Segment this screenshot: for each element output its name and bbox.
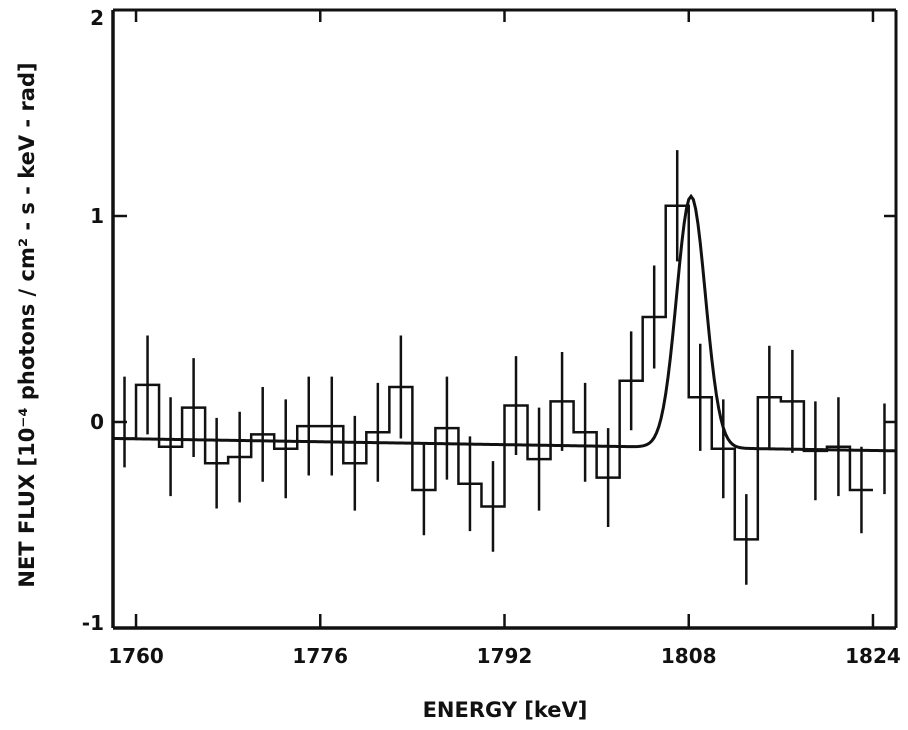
x-tick-label: 1760 — [108, 644, 164, 668]
series-layer — [112, 150, 897, 585]
x-tick-label: 1776 — [292, 644, 348, 668]
y-axis-title: NET FLUX [10⁻⁴ photons / cm² - s - keV -… — [15, 62, 39, 587]
y-tick-labels: -1 0 1 2 — [82, 6, 104, 635]
plot-frame — [111, 8, 898, 630]
y-tick-label: 1 — [90, 204, 104, 228]
y-tick-label: -1 — [82, 611, 104, 635]
histogram-steps — [113, 204, 873, 541]
x-tick-label: 1808 — [661, 644, 717, 668]
y-tick-label: 0 — [90, 410, 104, 434]
y-tick-label: 2 — [90, 6, 104, 30]
axis-ticks — [113, 8, 896, 630]
x-tick-label: 1792 — [477, 644, 533, 668]
fit-curve — [112, 193, 897, 453]
x-tick-labels: 1760 1776 1792 1808 1824 — [108, 644, 901, 668]
x-tick-label: 1824 — [845, 644, 901, 668]
x-axis-title: ENERGY [keV] — [423, 698, 588, 722]
